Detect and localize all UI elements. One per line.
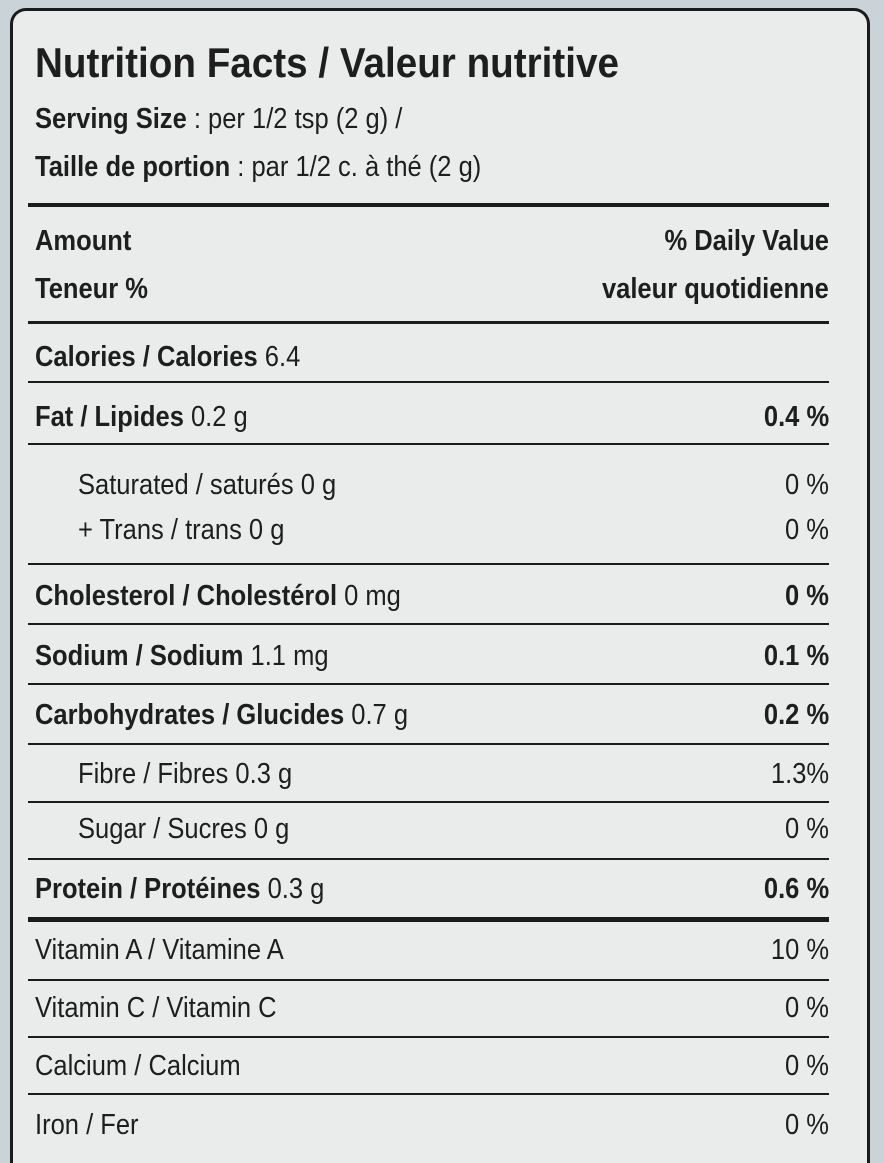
portion-label: Taille de portion xyxy=(35,151,231,183)
rule xyxy=(28,683,829,685)
row: Sugar / Sucres 0 g xyxy=(78,813,289,846)
daily-value: 0 % xyxy=(785,469,829,501)
amount: 0 mg xyxy=(344,580,401,612)
nutrient: Iron / Fer xyxy=(35,1109,139,1141)
nutrient: Sodium / Sodium xyxy=(35,640,244,672)
header-valeur: valeur quotidienne xyxy=(602,273,829,305)
nutrient: Fibre / Fibres xyxy=(78,758,229,790)
amount: 0.7 g xyxy=(351,699,409,731)
row: Vitamin C / Vitamin C xyxy=(35,992,277,1025)
row: + Trans / trans 0 g xyxy=(78,514,284,547)
row: Fat / Lipides 0.2 g xyxy=(35,401,248,434)
portion: Taille de portion : par 1/2 c. à thé (2 … xyxy=(35,151,481,184)
nutrient: Calcium / Calcium xyxy=(35,1050,241,1082)
nutrient: Saturated / saturés xyxy=(78,469,294,501)
daily-value: 1.3% xyxy=(770,758,829,790)
rule xyxy=(28,321,829,324)
row: Vitamin A / Vitamine A xyxy=(35,934,284,967)
daily-value: 10 % xyxy=(770,934,829,966)
row: Cholesterol / Cholestérol 0 mg xyxy=(35,580,401,613)
amount: 0.3 g xyxy=(235,758,293,790)
nutrient: Calories / Calories xyxy=(35,341,258,373)
rule xyxy=(28,443,829,445)
rule xyxy=(28,1093,829,1095)
title: Nutrition Facts / Valeur nutritive xyxy=(35,39,619,86)
rule xyxy=(28,203,829,207)
header-teneur: Teneur % xyxy=(35,273,148,305)
nutrient: Vitamin A / Vitamine A xyxy=(35,934,284,966)
row: Protein / Protéines 0.3 g xyxy=(35,873,324,906)
nutrition-label: Nutrition Facts / Valeur nutritive Servi… xyxy=(10,8,870,1163)
daily-value: 0.1 % xyxy=(763,640,829,672)
serving-label: Serving Size xyxy=(35,103,187,135)
rule xyxy=(28,801,829,803)
amount: 6.4 xyxy=(264,341,301,373)
rule xyxy=(28,623,829,625)
nutrient: Sugar / Sucres xyxy=(78,813,247,845)
nutrient: Cholesterol / Cholestérol xyxy=(35,580,338,612)
rule xyxy=(28,563,829,565)
nutrient: Protein / Protéines xyxy=(35,873,261,905)
rule xyxy=(28,858,829,860)
nutrient: + Trans / trans xyxy=(78,514,242,546)
row: Calcium / Calcium xyxy=(35,1050,241,1083)
row: Fibre / Fibres 0.3 g xyxy=(78,758,292,791)
row: Iron / Fer xyxy=(35,1109,139,1142)
serving-size: Serving Size : per 1/2 tsp (2 g) / xyxy=(35,103,402,136)
daily-value: 0 % xyxy=(785,813,829,845)
row: Sodium / Sodium 1.1 mg xyxy=(35,640,329,673)
amount: 0.2 g xyxy=(190,401,248,433)
portion-text: : par 1/2 c. à thé (2 g) xyxy=(237,151,482,183)
row: Carbohydrates / Glucides 0.7 g xyxy=(35,699,408,732)
amount: 0.3 g xyxy=(267,873,325,905)
daily-value: 0 % xyxy=(785,514,829,546)
nutrient: Vitamin C / Vitamin C xyxy=(35,992,277,1024)
amount: 0 g xyxy=(300,469,337,501)
amount: 1.1 mg xyxy=(250,640,329,672)
rule xyxy=(28,979,829,981)
rule xyxy=(28,1036,829,1038)
daily-value: 0.2 % xyxy=(763,699,829,731)
rule xyxy=(28,381,829,383)
header-amount: Amount xyxy=(35,225,132,257)
daily-value: 0 % xyxy=(785,1050,829,1082)
amount: 0 g xyxy=(253,813,290,845)
rule xyxy=(28,917,829,922)
amount: 0 g xyxy=(248,514,285,546)
serving-text: : per 1/2 tsp (2 g) / xyxy=(193,103,403,135)
nutrient: Carbohydrates / Glucides xyxy=(35,699,345,731)
daily-value: 0 % xyxy=(785,1109,829,1141)
header-daily-value: % Daily Value xyxy=(664,225,829,257)
rule xyxy=(28,743,829,745)
daily-value: 0.4 % xyxy=(763,401,829,433)
row: Saturated / saturés 0 g xyxy=(78,469,336,502)
nutrient: Fat / Lipides xyxy=(35,401,184,433)
row: Calories / Calories 6.4 xyxy=(35,341,300,374)
daily-value: 0 % xyxy=(785,580,829,612)
daily-value: 0 % xyxy=(785,992,829,1024)
daily-value: 0.6 % xyxy=(763,873,829,905)
